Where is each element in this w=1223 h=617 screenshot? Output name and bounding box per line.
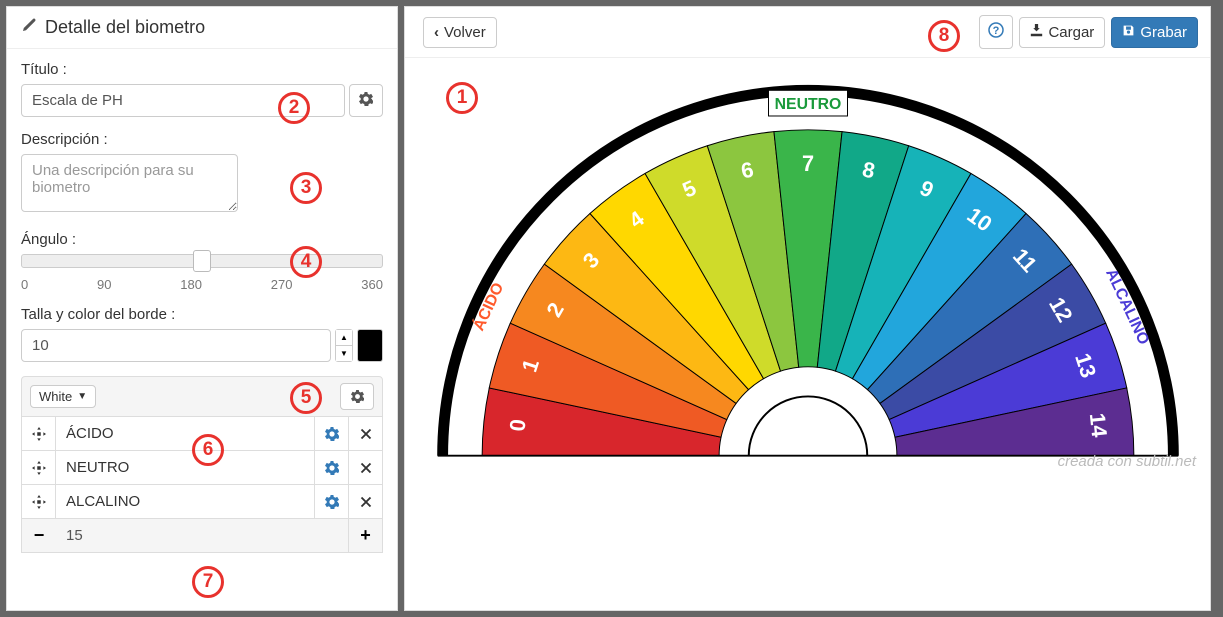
help-icon: ? — [988, 22, 1004, 42]
angle-tick: 360 — [361, 277, 383, 292]
border-label: Talla y color del borde : — [21, 306, 383, 323]
angle-tick: 180 — [180, 277, 202, 292]
preview-panel: ‹ Volver ? Cargar Grabar 012345678910111… — [404, 6, 1211, 611]
layer-row: ALCALINO — [22, 485, 382, 518]
stepper-down[interactable]: ▼ — [336, 346, 352, 361]
layer-name: NEUTRO — [56, 451, 314, 484]
title-label: Título : — [21, 61, 383, 78]
description-label: Descripción : — [21, 131, 383, 148]
chevron-left-icon: ‹ — [434, 24, 439, 41]
svg-text:7: 7 — [801, 151, 813, 176]
layer-settings-icon[interactable] — [314, 485, 348, 518]
border-size-stepper: ▲ ▼ — [335, 329, 353, 362]
angle-tick: 270 — [271, 277, 293, 292]
layer-delete-icon[interactable] — [348, 451, 382, 484]
description-input[interactable] — [21, 154, 238, 212]
layer-delete-icon[interactable] — [348, 417, 382, 450]
settings-panel: Detalle del biometro Título : Descripció… — [6, 6, 398, 611]
download-icon — [1030, 24, 1043, 41]
angle-ticks: 0 90 180 270 360 — [21, 277, 383, 292]
layer-bg-dropdown[interactable]: White ▼ — [30, 385, 96, 408]
angle-slider[interactable] — [21, 254, 383, 268]
load-button[interactable]: Cargar — [1019, 17, 1105, 48]
layer-list: ÁCIDONEUTROALCALINO — [21, 417, 383, 519]
drag-handle-icon[interactable] — [22, 485, 56, 518]
load-label: Cargar — [1048, 24, 1094, 41]
title-input[interactable] — [21, 84, 345, 117]
help-button[interactable]: ? — [979, 15, 1013, 49]
svg-text:14: 14 — [1084, 412, 1111, 439]
layer-settings-icon[interactable] — [314, 417, 348, 450]
stepper-up[interactable]: ▲ — [336, 330, 352, 346]
gear-icon — [359, 92, 373, 110]
layer-name: ÁCIDO — [56, 417, 314, 450]
back-button[interactable]: ‹ Volver — [423, 17, 497, 48]
top-toolbar: ‹ Volver ? Cargar Grabar — [405, 7, 1210, 58]
layer-toolbar: White ▼ — [21, 376, 383, 417]
segment-count-row: − 15 + — [21, 519, 383, 553]
panel-header: Detalle del biometro — [7, 7, 397, 49]
credit-text: creada con subtil.net — [1058, 453, 1196, 470]
title-settings-button[interactable] — [349, 84, 383, 117]
save-icon — [1122, 24, 1135, 41]
angle-tick: 0 — [21, 277, 28, 292]
svg-text:?: ? — [993, 25, 1000, 37]
border-size-input[interactable] — [21, 329, 331, 362]
save-label: Grabar — [1140, 24, 1187, 41]
back-label: Volver — [444, 24, 486, 41]
layer-row: NEUTRO — [22, 451, 382, 485]
edit-icon — [21, 17, 37, 38]
drag-handle-icon[interactable] — [22, 451, 56, 484]
gauge-chart: 01234567891011121314ÁCIDONEUTROALCALINO — [413, 58, 1203, 488]
segment-decrease-button[interactable]: − — [22, 519, 56, 552]
border-color-swatch[interactable] — [357, 329, 383, 362]
layer-row: ÁCIDO — [22, 417, 382, 451]
caret-down-icon: ▼ — [77, 391, 87, 402]
segment-increase-button[interactable]: + — [348, 519, 382, 552]
layer-settings-icon[interactable] — [314, 451, 348, 484]
panel-title: Detalle del biometro — [45, 17, 205, 38]
layer-settings-button[interactable] — [340, 383, 374, 410]
angle-label: Ángulo : — [21, 231, 383, 248]
layer-bg-label: White — [39, 389, 72, 404]
layer-name: ALCALINO — [56, 485, 314, 518]
save-button[interactable]: Grabar — [1111, 17, 1198, 48]
layer-delete-icon[interactable] — [348, 485, 382, 518]
segment-count-value: 15 — [56, 519, 348, 552]
svg-text:NEUTRO: NEUTRO — [774, 96, 841, 113]
drag-handle-icon[interactable] — [22, 417, 56, 450]
canvas-area: 01234567891011121314ÁCIDONEUTROALCALINO … — [405, 58, 1210, 610]
angle-tick: 90 — [97, 277, 111, 292]
